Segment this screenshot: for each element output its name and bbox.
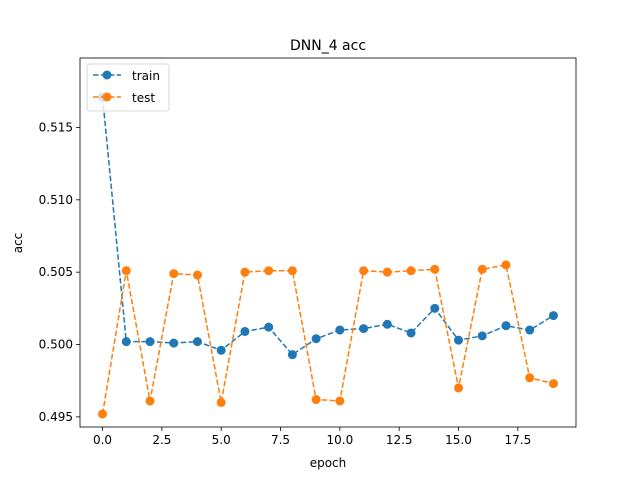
axes-frame <box>79 57 577 428</box>
data-point-test <box>121 266 131 276</box>
data-point-train <box>311 334 321 344</box>
data-point-train <box>240 326 250 336</box>
y-tick-label: 0.510 <box>39 193 73 207</box>
data-point-train <box>335 325 345 335</box>
data-point-test <box>525 373 535 383</box>
data-point-train <box>121 337 131 347</box>
data-point-test <box>501 260 511 270</box>
x-axis-label: epoch <box>310 456 347 470</box>
x-tick-label: 7.5 <box>271 433 290 447</box>
data-point-train <box>548 311 558 321</box>
data-point-train <box>525 325 535 335</box>
data-point-train <box>477 331 487 341</box>
x-tick-label: 17.5 <box>504 433 531 447</box>
legend-marker-test <box>102 92 112 102</box>
y-tick-label: 0.505 <box>39 265 73 279</box>
data-point-test <box>335 396 345 406</box>
legend-label-test: test <box>132 91 155 105</box>
y-tick-label: 0.500 <box>39 338 73 352</box>
data-point-test <box>240 267 250 277</box>
data-point-test <box>430 264 440 274</box>
data-point-test <box>311 395 321 405</box>
data-point-test <box>145 396 155 406</box>
data-point-train <box>501 321 511 331</box>
x-tick-label: 15.0 <box>445 433 472 447</box>
y-axis-label: acc <box>11 233 25 254</box>
data-point-train <box>216 345 226 355</box>
data-point-train <box>406 328 416 338</box>
legend-marker-train <box>102 70 112 80</box>
data-point-test <box>287 266 297 276</box>
data-point-train <box>264 322 274 332</box>
data-point-train <box>192 337 202 347</box>
legend-label-train: train <box>132 69 160 83</box>
data-point-test <box>169 269 179 279</box>
x-tick-label: 5.0 <box>212 433 231 447</box>
data-point-test <box>264 266 274 276</box>
x-tick-label: 2.5 <box>152 433 171 447</box>
y-tick-label: 0.495 <box>39 410 73 424</box>
data-point-test <box>216 397 226 407</box>
data-point-train <box>359 324 369 334</box>
data-point-test <box>359 266 369 276</box>
data-point-test <box>98 409 108 419</box>
data-point-train <box>454 335 464 345</box>
data-point-test <box>548 379 558 389</box>
data-point-test <box>382 267 392 277</box>
data-point-train <box>169 338 179 348</box>
x-tick-label: 12.5 <box>386 433 413 447</box>
data-point-train <box>382 319 392 329</box>
plot-area: 0.0 2.5 5.0 7.5 10.0 12.5 15.0 17.5 0.495 0.500 0.… <box>39 57 577 447</box>
data-point-test <box>454 383 464 393</box>
data-point-train <box>287 350 297 360</box>
data-point-test <box>192 270 202 280</box>
chart-title: DNN_4 acc <box>290 38 366 54</box>
data-point-train <box>430 303 440 313</box>
data-point-train <box>145 337 155 347</box>
x-tick-label: 10.0 <box>327 433 354 447</box>
y-tick-label: 0.515 <box>39 120 73 134</box>
data-point-test <box>406 266 416 276</box>
x-tick-label: 0.0 <box>93 433 112 447</box>
data-point-test <box>477 264 487 274</box>
